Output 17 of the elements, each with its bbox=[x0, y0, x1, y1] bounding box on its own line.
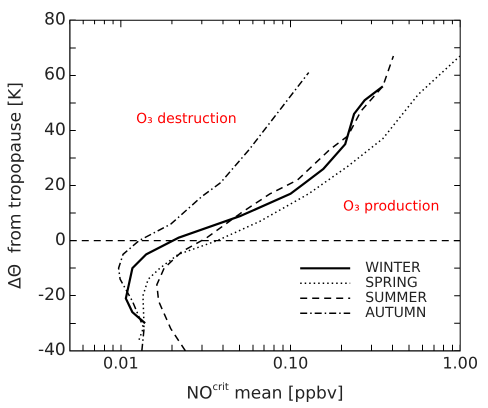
y-tick-label: -40 bbox=[38, 340, 66, 360]
y-tick-label: -20 bbox=[38, 285, 66, 306]
y-tick-label: 40 bbox=[44, 120, 66, 140]
annotation: O₃ production bbox=[343, 198, 440, 215]
y-tick-label: 60 bbox=[44, 64, 66, 85]
legend-label: WINTER bbox=[365, 260, 422, 276]
x-tick-label: 0.01 bbox=[103, 354, 139, 373]
legend-label: SUMMER bbox=[365, 290, 428, 306]
y-axis-title: ΔΘ from tropopause [K] bbox=[5, 82, 26, 289]
annotation: O₃ destruction bbox=[136, 111, 237, 128]
y-tick-label: 20 bbox=[44, 174, 66, 195]
legend-label: AUTUMN bbox=[365, 304, 426, 321]
legend-label: SPRING bbox=[365, 274, 418, 291]
y-tick-label: 0 bbox=[54, 230, 66, 250]
y-tick-label: 80 bbox=[44, 10, 66, 30]
x-tick-label: 0.10 bbox=[272, 354, 308, 373]
x-tick-label: 1.00 bbox=[442, 354, 478, 373]
